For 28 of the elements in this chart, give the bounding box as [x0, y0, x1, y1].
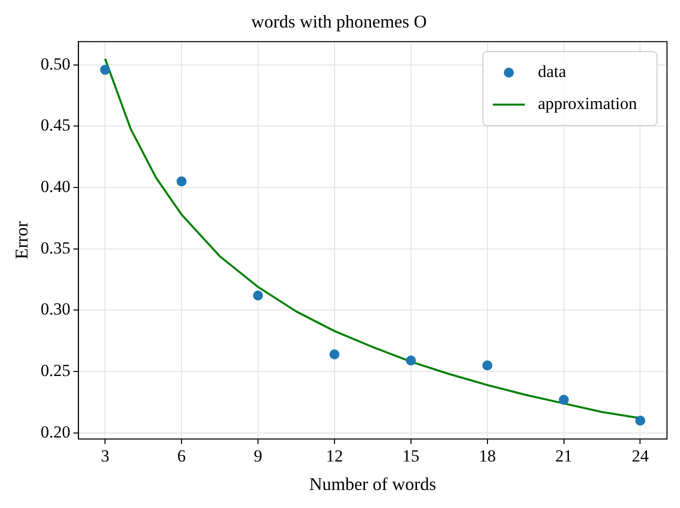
x-axis-title: Number of words [309, 474, 436, 494]
y-tick-label: 0.50 [40, 54, 70, 74]
x-tick-label: 12 [326, 446, 343, 466]
y-tick-label: 0.30 [40, 300, 70, 319]
x-tick-label: 21 [555, 446, 572, 466]
y-tick-label: 0.20 [40, 422, 70, 442]
x-tick-label: 3 [100, 446, 110, 466]
point [406, 356, 416, 366]
x-tick-label: 24 [632, 446, 650, 466]
point [558, 394, 569, 405]
x-tick-label: 6 [177, 446, 186, 466]
y-tick-label: 0.45 [40, 116, 70, 135]
legend-label: approximation [538, 94, 638, 114]
y-axis-title: Error [12, 221, 32, 260]
y-tick-label: 0.35 [40, 238, 70, 258]
point [635, 416, 646, 426]
y-tick-label: 0.40 [40, 177, 70, 196]
legend-label: data [538, 62, 567, 82]
point [329, 349, 340, 360]
x-tick-label: 9 [254, 446, 262, 466]
point [100, 64, 110, 75]
x-tick-label: 18 [478, 446, 496, 466]
point [176, 176, 187, 186]
point [482, 360, 492, 370]
chart-title: words with phonemes O [251, 12, 427, 32]
y-tick-label: 0.25 [40, 361, 70, 380]
point [253, 290, 264, 300]
x-tick-label: 15 [402, 446, 420, 466]
